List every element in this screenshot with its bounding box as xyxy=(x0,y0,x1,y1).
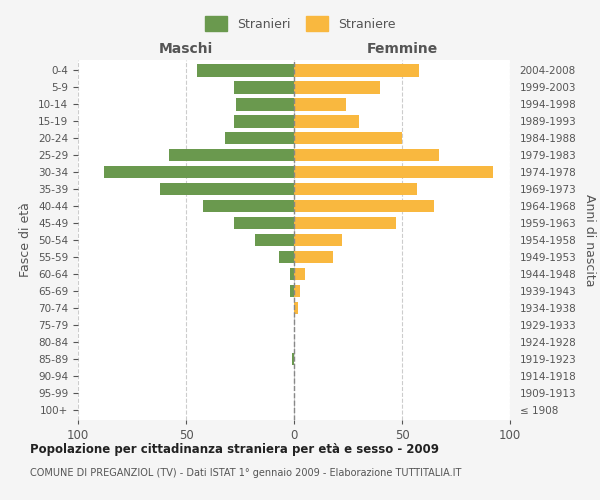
Bar xyxy=(255,234,294,246)
Bar xyxy=(294,132,402,144)
Bar xyxy=(294,216,395,230)
Bar xyxy=(294,166,493,178)
Y-axis label: Anni di nascita: Anni di nascita xyxy=(583,194,596,286)
Bar xyxy=(294,115,359,128)
Bar xyxy=(292,352,294,365)
Text: COMUNE DI PREGANZIOL (TV) - Dati ISTAT 1° gennaio 2009 - Elaborazione TUTTITALIA: COMUNE DI PREGANZIOL (TV) - Dati ISTAT 1… xyxy=(30,468,461,477)
Bar xyxy=(290,268,294,280)
Bar xyxy=(279,250,294,264)
Bar xyxy=(160,182,294,196)
Bar xyxy=(294,182,417,196)
Bar xyxy=(294,81,380,94)
Bar xyxy=(294,250,333,264)
Bar xyxy=(294,268,305,280)
Bar xyxy=(236,98,294,110)
Legend: Stranieri, Straniere: Stranieri, Straniere xyxy=(199,11,401,36)
Bar xyxy=(294,148,439,162)
Bar xyxy=(233,81,294,94)
Text: Femmine: Femmine xyxy=(367,42,437,56)
Bar xyxy=(197,64,294,76)
Bar xyxy=(294,64,419,76)
Bar xyxy=(203,200,294,212)
Bar xyxy=(294,200,434,212)
Bar xyxy=(294,302,298,314)
Bar xyxy=(294,284,301,298)
Y-axis label: Fasce di età: Fasce di età xyxy=(19,202,32,278)
Bar xyxy=(169,148,294,162)
Bar xyxy=(104,166,294,178)
Bar xyxy=(225,132,294,144)
Bar xyxy=(294,98,346,110)
Bar xyxy=(290,284,294,298)
Text: Popolazione per cittadinanza straniera per età e sesso - 2009: Popolazione per cittadinanza straniera p… xyxy=(30,442,439,456)
Bar xyxy=(294,234,341,246)
Bar xyxy=(233,115,294,128)
Text: Maschi: Maschi xyxy=(159,42,213,56)
Bar xyxy=(233,216,294,230)
